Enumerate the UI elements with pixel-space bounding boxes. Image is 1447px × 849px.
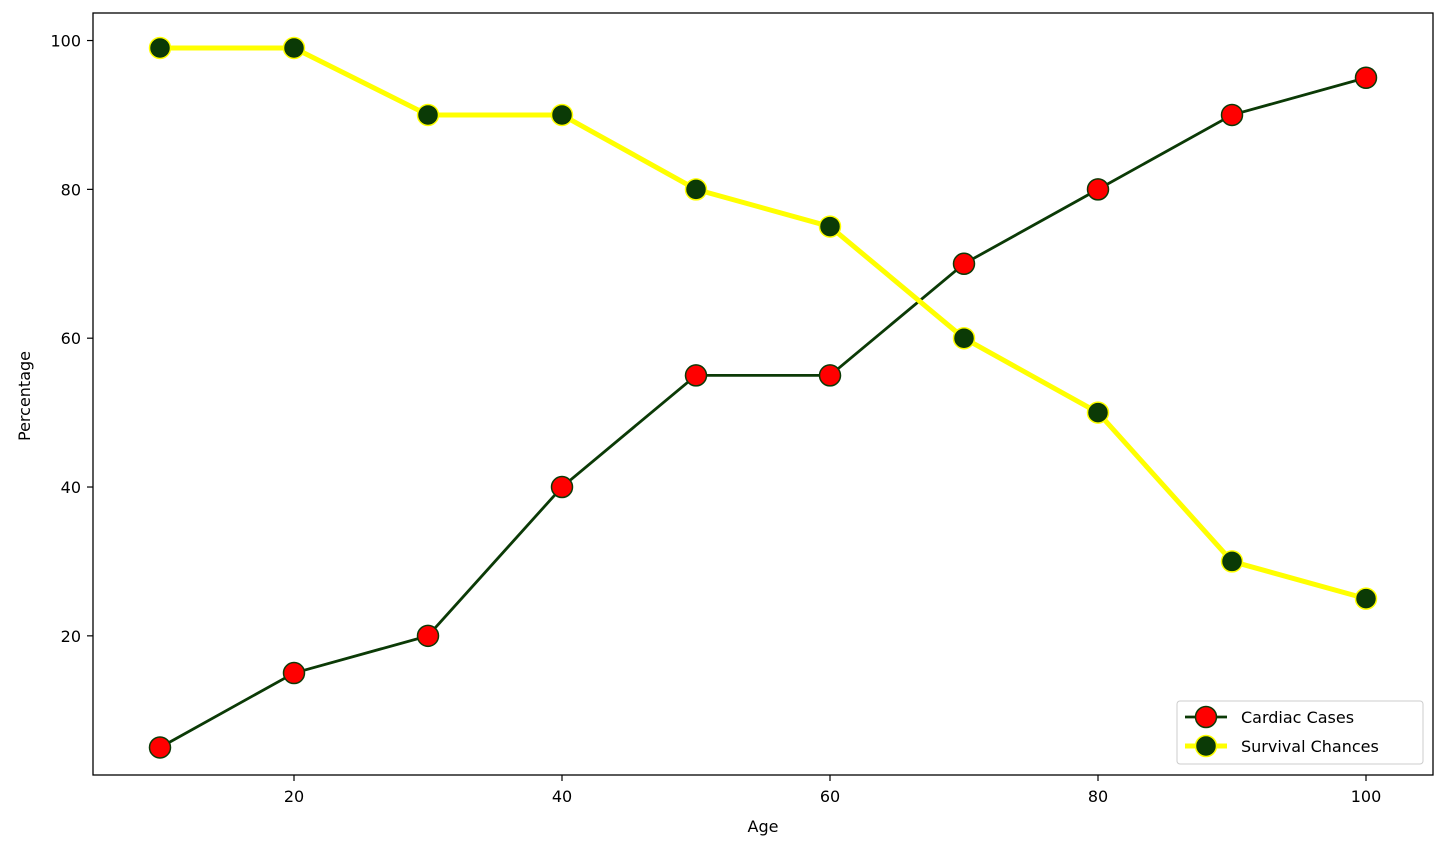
series-cardiac-cases — [148, 66, 1378, 759]
data-point-marker — [282, 36, 306, 60]
data-point-marker — [684, 364, 708, 387]
series-layer — [148, 36, 1378, 759]
legend-label: Survival Chances — [1241, 737, 1379, 756]
x-axis: 20 40 60 80 100 — [284, 775, 1381, 806]
x-tick-label: 60 — [820, 787, 840, 806]
y-tick-label: 60 — [61, 329, 81, 348]
data-point-marker — [148, 736, 172, 759]
data-point-marker — [1086, 401, 1110, 424]
y-tick-label: 20 — [61, 627, 81, 646]
data-point-marker — [1354, 587, 1378, 610]
y-tick-label: 80 — [61, 180, 81, 199]
y-axis-label: Percentage — [15, 351, 34, 441]
data-point-marker — [818, 364, 842, 387]
data-point-marker — [1086, 178, 1110, 201]
data-point-marker — [952, 252, 976, 276]
plot-frame — [92, 12, 1434, 776]
data-point-marker — [282, 661, 306, 685]
series-survival-chances — [148, 36, 1378, 610]
legend-label: Cardiac Cases — [1241, 708, 1354, 727]
plot-background — [93, 13, 1433, 775]
legend-marker-swatch — [1194, 705, 1218, 729]
y-tick-label: 100 — [50, 32, 81, 51]
legend-marker-swatch — [1194, 734, 1218, 758]
data-point-marker — [1220, 550, 1244, 573]
data-point-marker — [148, 36, 172, 60]
data-point-marker — [550, 103, 574, 127]
x-tick-label: 40 — [552, 787, 572, 806]
data-point-marker — [1354, 66, 1378, 89]
legend-box — [1176, 700, 1424, 765]
series-line — [159, 76, 1367, 749]
data-point-marker — [416, 103, 440, 127]
series-line — [160, 45, 1367, 602]
data-point-marker — [550, 475, 574, 499]
data-point-marker — [952, 326, 976, 350]
x-axis-label: Age — [748, 817, 779, 836]
data-point-marker — [416, 624, 440, 648]
x-tick-label: 100 — [1351, 787, 1382, 806]
data-point-marker — [818, 215, 842, 238]
data-point-marker — [684, 178, 708, 201]
data-point-marker — [1220, 103, 1244, 127]
y-axis: 20 40 60 80 100 — [50, 32, 93, 646]
y-tick-label: 40 — [61, 478, 81, 497]
x-tick-label: 80 — [1088, 787, 1108, 806]
legend: Cardiac Cases Survival Chances — [1176, 700, 1424, 765]
x-tick-label: 20 — [284, 787, 304, 806]
